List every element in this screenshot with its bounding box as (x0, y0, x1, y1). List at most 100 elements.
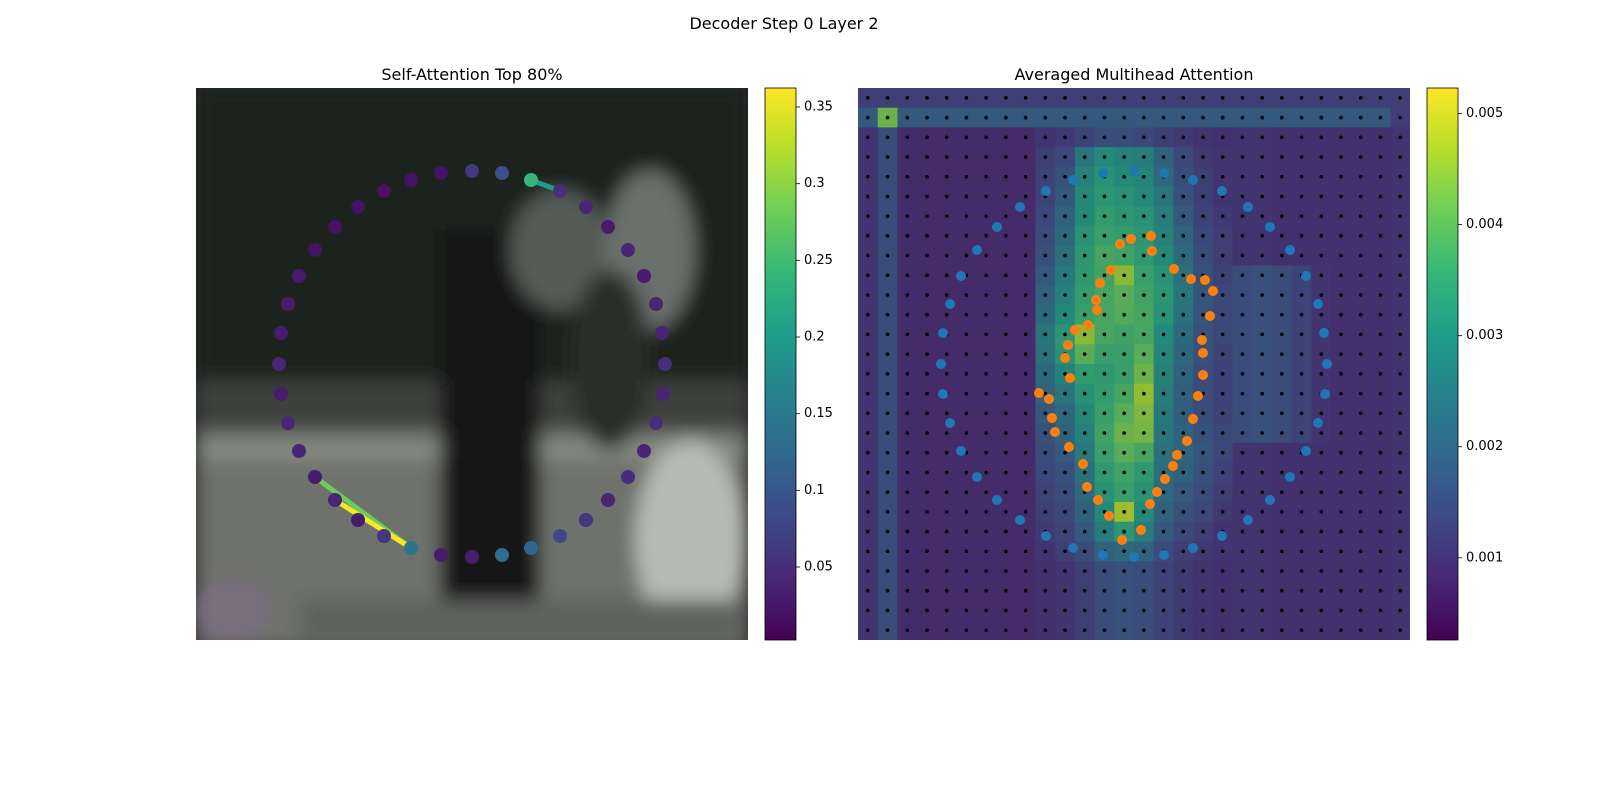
grid-dot (1398, 470, 1402, 475)
point (1082, 482, 1092, 492)
grid-dot (1240, 470, 1245, 475)
grid-dot (1201, 234, 1205, 238)
grid-dot (1181, 569, 1186, 573)
grid-dot (1023, 155, 1028, 159)
grid-dot (1102, 214, 1107, 218)
grid-dot (1378, 411, 1383, 416)
point (1047, 413, 1057, 423)
grid-dot (1398, 96, 1402, 100)
point (1129, 166, 1139, 176)
grid-dot (866, 470, 870, 475)
grid-dot (1280, 194, 1284, 199)
grid-dot (1280, 411, 1284, 416)
grid-dot (984, 372, 988, 376)
grid-dot (1299, 253, 1304, 258)
grid-dot (1299, 411, 1304, 416)
grid-dot (1240, 608, 1245, 613)
grid-dot (984, 293, 988, 297)
grid-dot (1201, 411, 1205, 416)
attention-point (621, 243, 635, 257)
grid-dot (1398, 135, 1402, 140)
grid-dot (1063, 411, 1067, 416)
grid-dot (1063, 569, 1067, 573)
grid-dot (964, 470, 969, 475)
grid-dot (1398, 214, 1402, 218)
grid-dot (1260, 194, 1264, 199)
grid-dot (964, 155, 969, 159)
grid-dot (1122, 96, 1126, 100)
grid-dot (1260, 273, 1264, 278)
grid-dot (1122, 470, 1126, 475)
grid-dot (1339, 549, 1343, 554)
grid-dot (944, 529, 949, 534)
grid-dot (1043, 135, 1048, 140)
grid-dot (1319, 352, 1324, 356)
grid-dot (866, 332, 870, 337)
grid-dot (1220, 234, 1225, 238)
grid-dot (866, 234, 870, 238)
point (945, 418, 955, 428)
grid-dot (964, 549, 969, 554)
grid-dot (1023, 608, 1028, 613)
point (1243, 515, 1253, 525)
grid-dot (905, 450, 910, 455)
grid-dot (1122, 135, 1126, 140)
grid-dot (984, 234, 988, 238)
grid-dot (925, 234, 929, 238)
grid-dot (1142, 588, 1146, 593)
grid-dot (1280, 96, 1284, 100)
grid-dot (1339, 588, 1343, 593)
grid-dot (1240, 234, 1245, 238)
grid-dot (1201, 628, 1205, 632)
grid-dot (1181, 312, 1186, 317)
grid-dot (1023, 352, 1028, 356)
attention-point (328, 220, 342, 234)
grid-dot (885, 391, 890, 396)
grid-dot (905, 96, 910, 100)
grid-dot (1122, 569, 1126, 573)
grid-dot (1161, 569, 1166, 573)
grid-dot (1181, 214, 1186, 218)
grid-dot (1023, 588, 1028, 593)
grid-dot (905, 194, 910, 199)
colorbar-tick-label: 0.3 (804, 176, 825, 191)
grid-dot (905, 273, 910, 278)
grid-dot (1181, 490, 1186, 494)
grid-dot (1043, 234, 1048, 238)
grid-dot (1358, 293, 1363, 297)
grid-dot (1299, 214, 1304, 218)
grid-dot (925, 115, 929, 120)
grid-dot (885, 155, 890, 159)
grid-dot (1240, 529, 1245, 534)
colorbar-tick-label: 0.004 (1466, 217, 1503, 232)
grid-dot (885, 135, 890, 140)
plot-area (272, 164, 672, 564)
grid-dot (1280, 115, 1284, 120)
grid-dot (1063, 588, 1067, 593)
grid-dot (1201, 490, 1205, 494)
grid-dot (1339, 135, 1343, 140)
grid-dot (1358, 569, 1363, 573)
grid-dot (1181, 372, 1186, 376)
grid-dot (1260, 214, 1264, 218)
grid-dot (1240, 273, 1245, 278)
grid-dot (1201, 312, 1205, 317)
grid-dot (1102, 569, 1107, 573)
grid-dot (1280, 529, 1284, 534)
grid-dot (1299, 391, 1304, 396)
grid-dot (1280, 312, 1284, 317)
grid-dot (1082, 273, 1087, 278)
grid-dot (1181, 273, 1186, 278)
point (956, 271, 966, 281)
grid-dot (1102, 332, 1107, 337)
grid-dot (1240, 569, 1245, 573)
point (1169, 264, 1179, 274)
grid-dot (1398, 273, 1402, 278)
grid-dot (1299, 174, 1304, 179)
grid-dot (1260, 352, 1264, 356)
grid-dot (1161, 470, 1166, 475)
grid-dot (1023, 234, 1028, 238)
grid-dot (944, 470, 949, 475)
grid-dot (1023, 450, 1028, 455)
point (938, 389, 948, 399)
